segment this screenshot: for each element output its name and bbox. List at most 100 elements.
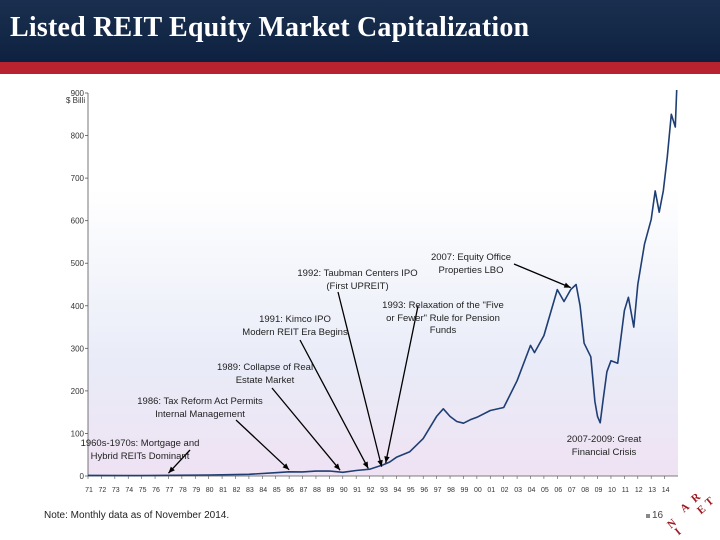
x-tick-label: 07 bbox=[568, 487, 576, 494]
x-tick-label: 75 bbox=[139, 487, 147, 494]
x-tick-label: 08 bbox=[581, 487, 589, 494]
y-axis-label: $ Billi bbox=[66, 96, 85, 105]
x-tick-label: 09 bbox=[595, 487, 603, 494]
x-tick-label: 74 bbox=[125, 487, 133, 494]
x-tick-label: 11 bbox=[622, 487, 629, 494]
x-tick-label: 90 bbox=[340, 487, 348, 494]
plot-area bbox=[88, 93, 678, 476]
annotation-arrowhead bbox=[168, 466, 175, 474]
annotation-line: 1986: Tax Reform Act Permits bbox=[137, 396, 263, 407]
annotation-line: or Fewer" Rule for Pension bbox=[386, 312, 500, 324]
x-tick-label: 01 bbox=[487, 487, 495, 494]
annotation-line: 1989: Collapse of Real bbox=[216, 362, 314, 373]
y-tick-label: 300 bbox=[71, 344, 85, 353]
y-tick-label: 100 bbox=[71, 429, 85, 438]
x-tick-label: 76 bbox=[152, 487, 160, 494]
x-tick-label: 94 bbox=[394, 487, 402, 494]
annotation-arrowhead bbox=[282, 463, 290, 470]
annotation-line: (First UPREIT) bbox=[326, 280, 389, 292]
annotation-arrowhead bbox=[377, 459, 383, 467]
x-tick-label: 89 bbox=[326, 487, 334, 494]
annotation-line: 2007: Equity Office bbox=[430, 252, 512, 263]
annotation-arrow bbox=[299, 339, 369, 469]
x-tick-label: 78 bbox=[179, 487, 187, 494]
page-number: 16 bbox=[652, 510, 664, 521]
x-tick-label: 04 bbox=[528, 487, 536, 494]
annotation-arrow bbox=[337, 291, 383, 467]
x-tick-label: 96 bbox=[420, 487, 428, 494]
x-tick-label: 00 bbox=[474, 487, 482, 494]
x-tick-label: 85 bbox=[273, 487, 281, 494]
x-tick-label: 80 bbox=[206, 487, 214, 494]
x-tick-label: 99 bbox=[461, 487, 469, 494]
x-tick-label: 95 bbox=[407, 487, 415, 494]
x-tick-label: 02 bbox=[501, 487, 509, 494]
y-tick-label: 800 bbox=[71, 132, 85, 141]
annotation-callout: 1991: Kimco IPO Modern REIT Era Begins bbox=[240, 314, 350, 339]
x-tick-label: 86 bbox=[286, 487, 294, 494]
x-tick-label: 77 bbox=[166, 487, 174, 494]
annotation-line: Properties LBO bbox=[438, 264, 504, 276]
annotation-callout: 1989: Collapse of Real Estate Market bbox=[200, 362, 330, 387]
x-tick-label: 81 bbox=[219, 487, 227, 494]
x-tick-label: 12 bbox=[635, 487, 643, 494]
x-tick-label: 84 bbox=[259, 487, 267, 494]
logo-letter: A bbox=[678, 500, 692, 516]
x-tick-label: 72 bbox=[99, 487, 107, 494]
x-tick-label: 98 bbox=[447, 487, 455, 494]
annotation-arrow bbox=[271, 387, 341, 471]
annotation-arrow bbox=[513, 263, 571, 289]
annotation-callout: 1992: Taubman Centers IPO (First UPREIT) bbox=[290, 268, 425, 293]
x-tick-label: 06 bbox=[554, 487, 562, 494]
annotation-arrow bbox=[385, 305, 419, 464]
annotation-callout: 1986: Tax Reform Act Permits Internal Man… bbox=[120, 396, 280, 421]
y-tick-label: 900 bbox=[71, 89, 85, 98]
annotation-line: 2007-2009: Great bbox=[566, 434, 642, 445]
annotation-line: Modern REIT Era Begins bbox=[242, 326, 348, 338]
x-tick-label: 10 bbox=[608, 487, 616, 494]
x-tick-label: 05 bbox=[541, 487, 549, 494]
annotation-line: Hybrid REITs Dominant bbox=[90, 450, 190, 462]
x-tick-label: 82 bbox=[233, 487, 241, 494]
x-tick-label: 13 bbox=[648, 487, 656, 494]
x-tick-label: 03 bbox=[514, 487, 522, 494]
title-bar: Listed REIT Equity Market Capitalization bbox=[0, 0, 720, 62]
x-tick-label: 93 bbox=[380, 487, 388, 494]
x-tick-label: 79 bbox=[192, 487, 200, 494]
y-tick-label: 200 bbox=[71, 387, 85, 396]
market-cap-series-line bbox=[87, 89, 678, 477]
x-tick-label: 87 bbox=[300, 487, 308, 494]
x-tick-label: 71 bbox=[85, 487, 93, 494]
y-tick-label: 400 bbox=[71, 302, 85, 311]
annotation-callout: 1993: Relaxation of the "Five or Fewer" R… bbox=[378, 300, 508, 338]
page-bullet bbox=[646, 514, 650, 518]
annotation-callout: 1960s-1970s: Mortgage and Hybrid REITs Do… bbox=[60, 438, 220, 463]
annotation-callout: 2007-2009: Great Financial Crisis bbox=[556, 434, 652, 459]
x-tick-label: 14 bbox=[662, 487, 670, 494]
footnote: Note: Monthly data as of November 2014. bbox=[44, 510, 230, 521]
accent-band bbox=[0, 62, 720, 74]
annotation-line: 1993: Relaxation of the "Five bbox=[382, 300, 504, 311]
annotation-line: 1992: Taubman Centers IPO bbox=[297, 268, 418, 279]
x-tick-label: 73 bbox=[112, 487, 120, 494]
annotation-arrow bbox=[235, 419, 290, 471]
y-tick-label: 500 bbox=[71, 259, 85, 268]
annotation-line: 1991: Kimco IPO bbox=[259, 314, 331, 325]
slide-title: Listed REIT Equity Market Capitalization bbox=[10, 12, 530, 43]
annotation-line: Estate Market bbox=[235, 374, 295, 386]
annotation-callout: 2007: Equity Office Properties LBO bbox=[415, 252, 527, 277]
x-tick-label: 88 bbox=[313, 487, 321, 494]
annotation-arrowhead bbox=[333, 463, 341, 471]
x-tick-label: 83 bbox=[246, 487, 254, 494]
x-tick-label: 97 bbox=[434, 487, 442, 494]
x-tick-label: 91 bbox=[353, 487, 361, 494]
annotation-arrowhead bbox=[362, 461, 369, 469]
annotation-line: Financial Crisis bbox=[571, 446, 637, 458]
y-tick-label: 0 bbox=[80, 472, 85, 481]
y-tick-label: 700 bbox=[71, 174, 85, 183]
annotation-line: 1960s-1970s: Mortgage and bbox=[80, 438, 200, 449]
annotation-arrowhead bbox=[384, 456, 390, 463]
nareit-logo: N A R E I T bbox=[665, 488, 716, 538]
annotation-line: Internal Management bbox=[155, 408, 245, 420]
